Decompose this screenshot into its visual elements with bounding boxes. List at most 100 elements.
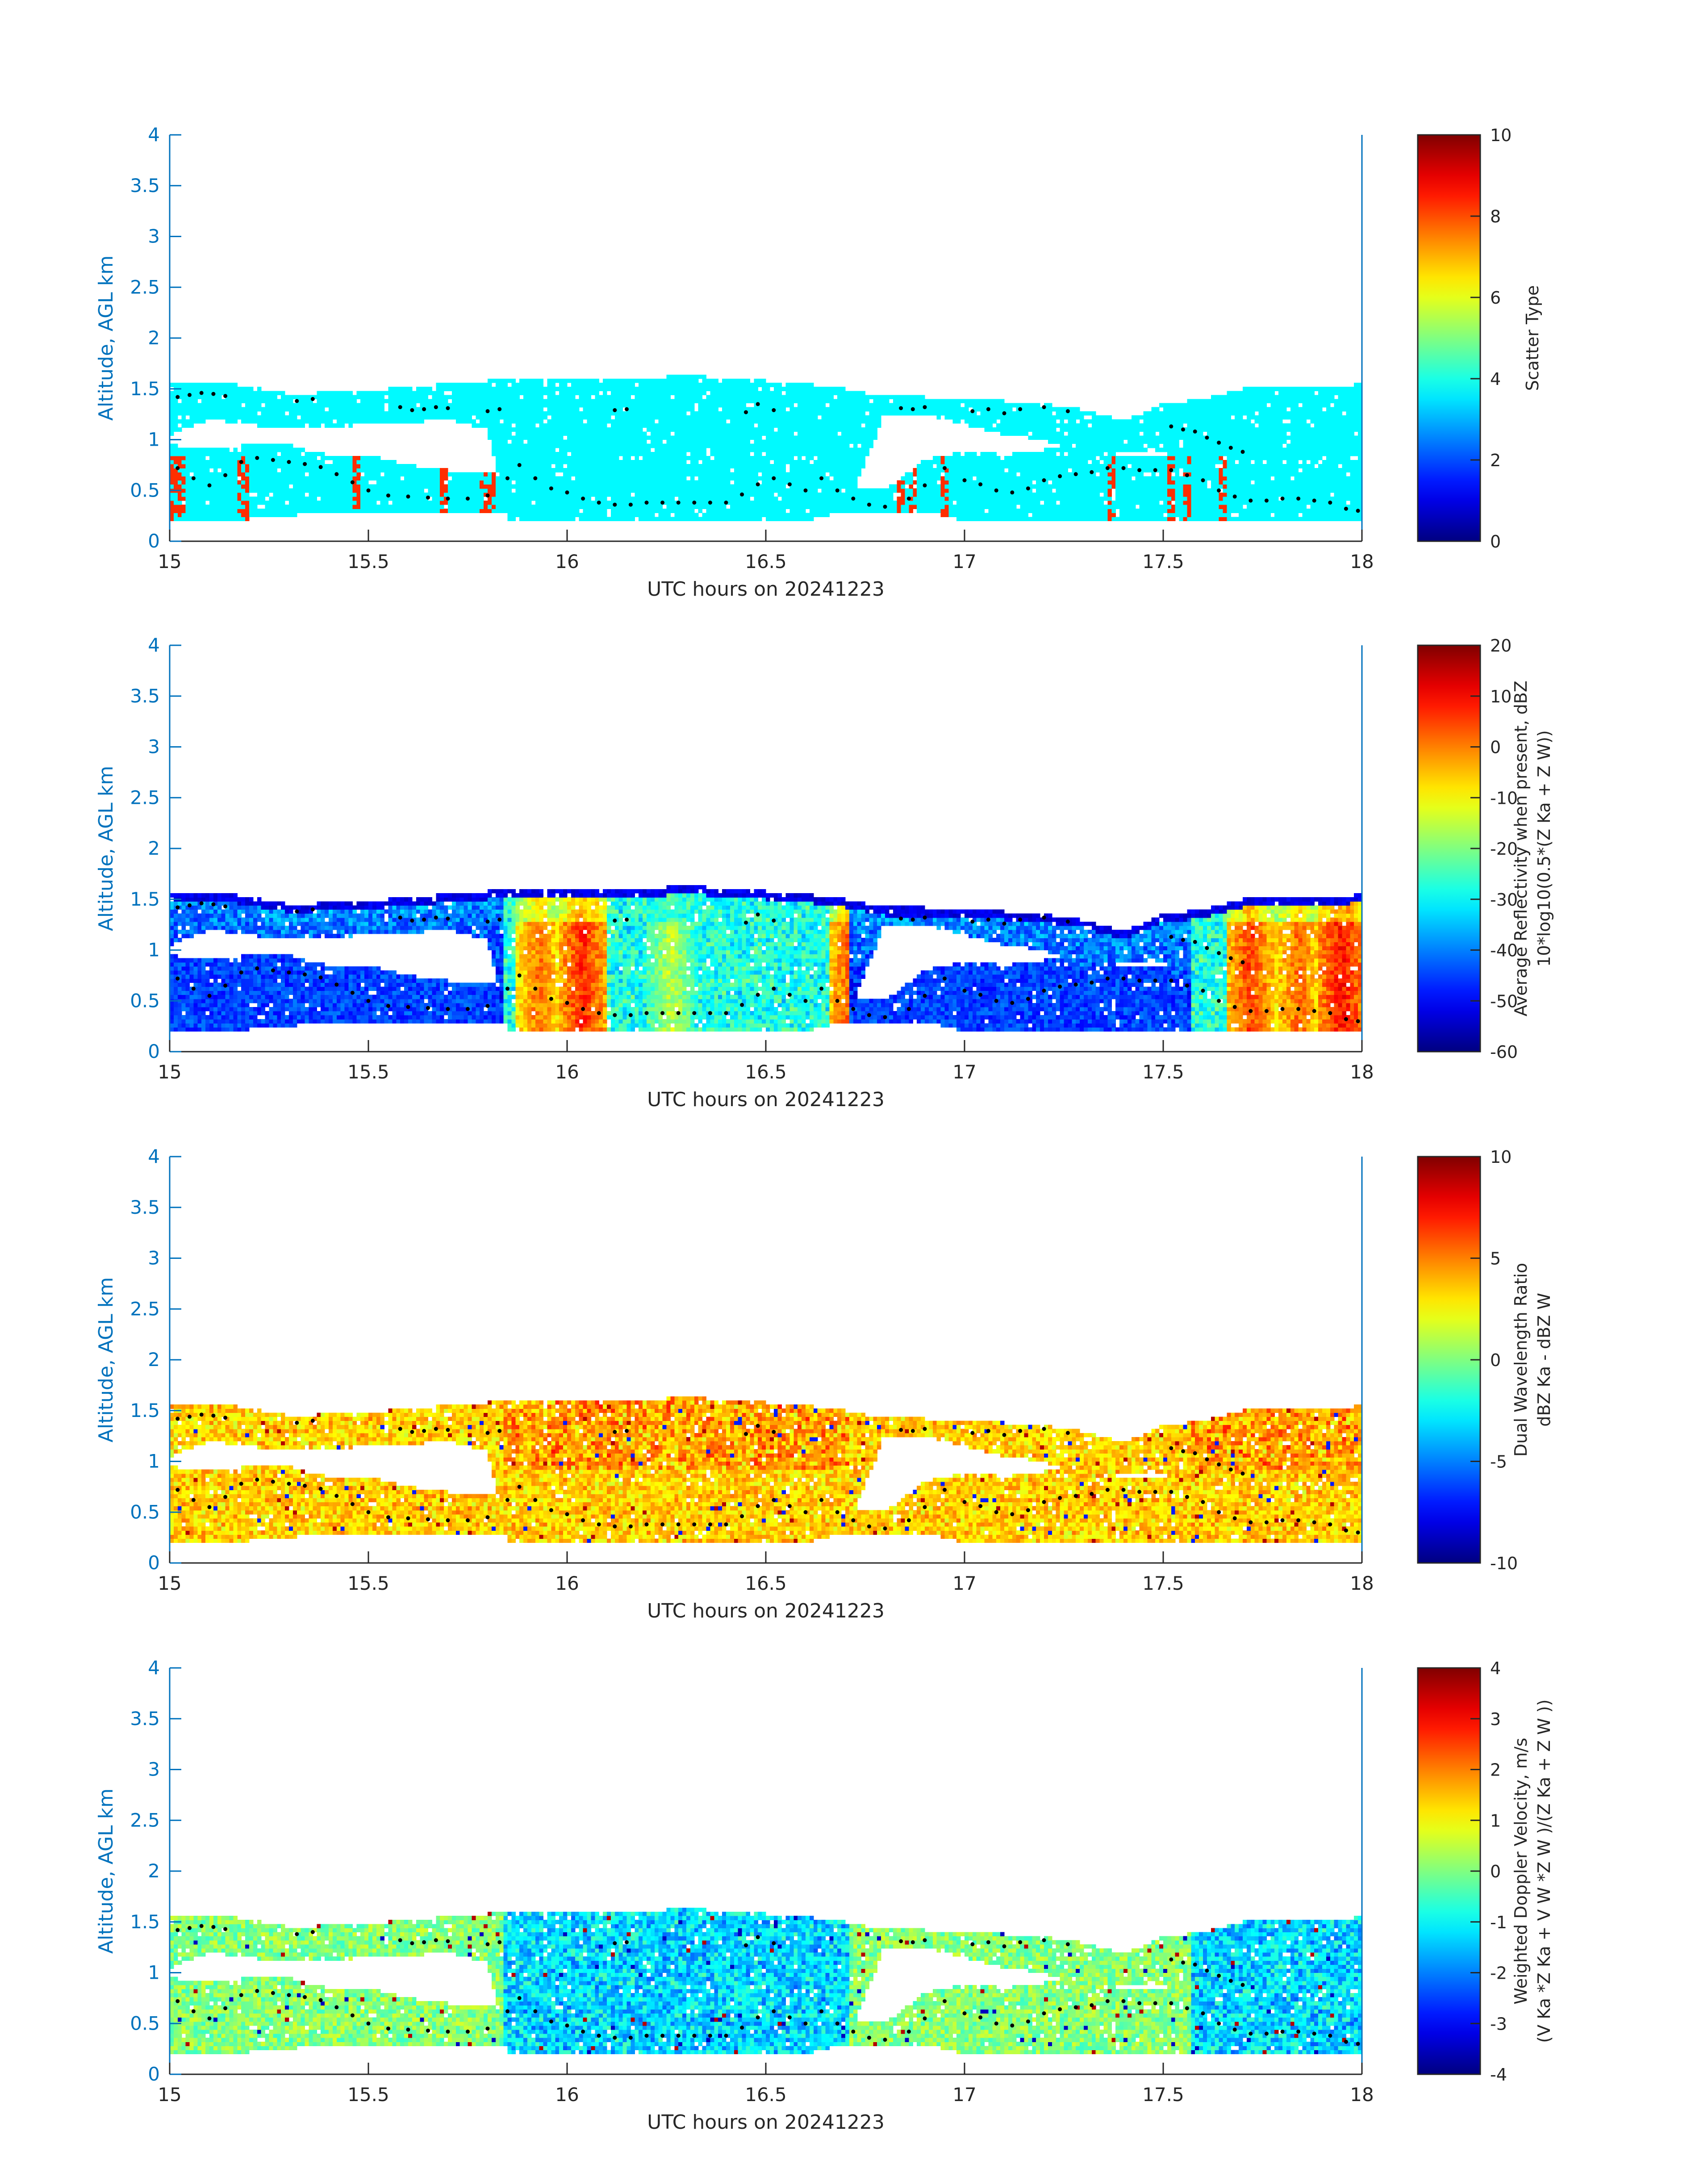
- heatmap-cell: [567, 403, 572, 408]
- heatmap-cell: [527, 464, 532, 468]
- heatmap-cell: [261, 460, 266, 464]
- heatmap-cell: [511, 509, 516, 513]
- heatmap-cell: [464, 407, 468, 412]
- heatmap-cell: [607, 489, 611, 493]
- heatmap-cell: [472, 472, 476, 476]
- heatmap-cell: [643, 452, 647, 456]
- heatmap-cell: [567, 391, 572, 395]
- heatmap-cell: [627, 493, 631, 497]
- heatmap-cell: [563, 444, 568, 448]
- heatmap-cell: [559, 452, 564, 456]
- heatmap-cell: [193, 468, 198, 472]
- heatmap-cell: [436, 383, 440, 387]
- heatmap-cell: [400, 399, 405, 404]
- heatmap-cell: [643, 464, 647, 468]
- heatmap-cell: [221, 460, 226, 464]
- heatmap-cell: [547, 497, 552, 501]
- heatmap-cell: [527, 415, 532, 420]
- heatmap-cell: [631, 460, 635, 464]
- heatmap-cell: [341, 485, 345, 489]
- heatmap-cell: [281, 411, 285, 416]
- heatmap-cell: [265, 501, 270, 505]
- heatmap-cell: [559, 435, 564, 440]
- heatmap-cell: [237, 403, 242, 408]
- heatmap-cell: [329, 456, 333, 460]
- heatmap-cell: [297, 505, 301, 509]
- heatmap-cell: [245, 493, 250, 497]
- heatmap-cell: [226, 481, 230, 485]
- heatmap-cell: [408, 399, 413, 404]
- heatmap-cell: [547, 419, 552, 424]
- heatmap-cell: [627, 399, 631, 404]
- heatmap-cell: [285, 395, 289, 399]
- heatmap-cell: [408, 489, 413, 493]
- heatmap-cell: [321, 403, 325, 408]
- heatmap-cell: [281, 399, 285, 404]
- heatmap-cell: [559, 505, 564, 509]
- heatmap-cell: [289, 399, 293, 404]
- heatmap-cell: [595, 440, 599, 444]
- heatmap-cell: [488, 391, 492, 395]
- heatmap-cell: [237, 501, 242, 505]
- heatmap-cell: [623, 435, 627, 440]
- heatmap-cell: [226, 489, 230, 493]
- heatmap-cell: [627, 395, 631, 399]
- heatmap-cell: [611, 395, 615, 399]
- heatmap-cell: [615, 489, 619, 493]
- heatmap-cell: [305, 395, 309, 399]
- heatmap-cell: [416, 509, 421, 513]
- heatmap-cell: [511, 407, 516, 412]
- heatmap-cell: [233, 403, 238, 408]
- heatmap-cell: [309, 501, 313, 505]
- heatmap-cell: [611, 431, 615, 436]
- heatmap-cell: [230, 505, 234, 509]
- heatmap-cell: [647, 509, 651, 513]
- heatmap-cell: [571, 481, 576, 485]
- heatmap-cell: [249, 391, 254, 395]
- heatmap-cell: [531, 387, 536, 391]
- heatmap-cell: [380, 407, 385, 412]
- heatmap-cell: [293, 456, 297, 460]
- heatmap-cell: [197, 476, 202, 481]
- heatmap-cell: [281, 468, 285, 472]
- heatmap-cell: [293, 489, 297, 493]
- heatmap-cell: [595, 431, 599, 436]
- heatmap-cell: [492, 489, 496, 493]
- heatmap-cell: [539, 431, 544, 436]
- heatmap-cell: [563, 509, 568, 513]
- heatmap-cell: [583, 485, 588, 489]
- heatmap-cell: [261, 476, 266, 481]
- heatmap-cell: [627, 440, 631, 444]
- heatmap-cell: [329, 407, 333, 412]
- heatmap-cell: [345, 497, 349, 501]
- heatmap-cell: [197, 456, 202, 460]
- heatmap-cell: [364, 505, 369, 509]
- heatmap-cell: [404, 391, 409, 395]
- heatmap-cell: [253, 468, 258, 472]
- heatmap-cell: [182, 509, 186, 513]
- heatmap-cell: [623, 513, 627, 517]
- heatmap-cell: [269, 411, 274, 416]
- heatmap-cell: [523, 468, 528, 472]
- heatmap-cell: [583, 395, 588, 399]
- heatmap-cell: [380, 415, 385, 420]
- heatmap-cell: [500, 505, 504, 509]
- heatmap-cell: [428, 399, 433, 404]
- heatmap-cell: [400, 468, 405, 472]
- heatmap-cell: [523, 517, 528, 521]
- heatmap-cell: [205, 468, 210, 472]
- heatmap-cell: [464, 399, 468, 404]
- heatmap-cell: [257, 448, 262, 452]
- heatmap-cell: [345, 481, 349, 485]
- heatmap-cell: [249, 419, 254, 424]
- heatmap-cell: [249, 464, 254, 468]
- heatmap-cell: [285, 456, 289, 460]
- heatmap-cell: [404, 387, 409, 391]
- heatmap-cell: [559, 501, 564, 505]
- heatmap-cell: [531, 485, 536, 489]
- heatmap-cell: [297, 493, 301, 497]
- heatmap-cell: [372, 415, 377, 420]
- heatmap-cell: [273, 423, 277, 428]
- heatmap-cell: [591, 411, 595, 416]
- heatmap-cell: [388, 472, 393, 476]
